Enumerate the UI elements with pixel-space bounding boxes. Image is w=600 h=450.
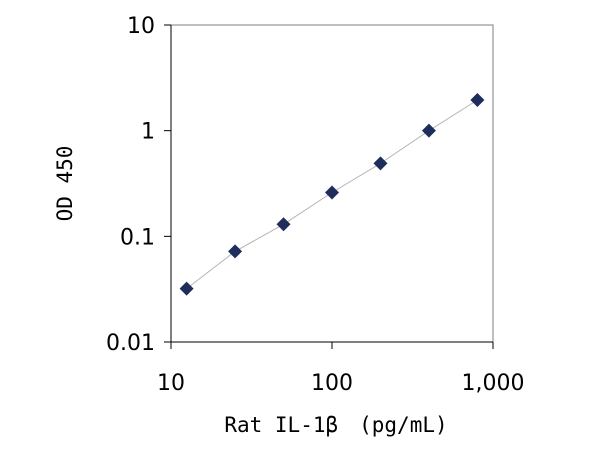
y-tick-label: 1 [141,120,155,145]
data-point-marker [228,244,243,259]
y-ticks: 0.01 0.1 1 10 [106,14,171,356]
x-tick-label: 1,000 [462,371,525,396]
data-point-marker [276,217,291,232]
x-tick-label: 10 [157,371,185,396]
plot-area [170,24,494,343]
x-axis-title: Rat IL-1β (pg/mL) [224,413,447,437]
y-axis: 0.01 0.1 1 10 [106,14,172,356]
y-tick-label: 0.1 [120,225,155,250]
data-points [179,93,485,296]
x-tick-label: 100 [311,371,353,396]
y-axis-title: OD 450 [53,146,77,222]
data-point-marker [421,123,436,138]
plot-frame [170,24,494,343]
data-point-marker [373,156,388,171]
x-ticks: 10 100 1,000 [157,342,524,396]
data-point-marker [179,281,194,296]
data-point-marker [325,185,339,200]
x-axis: 10 100 1,000 [157,341,524,396]
data-point-marker [470,93,485,108]
y-tick-label: 10 [127,14,155,39]
y-tick-label: 0.01 [106,331,155,356]
